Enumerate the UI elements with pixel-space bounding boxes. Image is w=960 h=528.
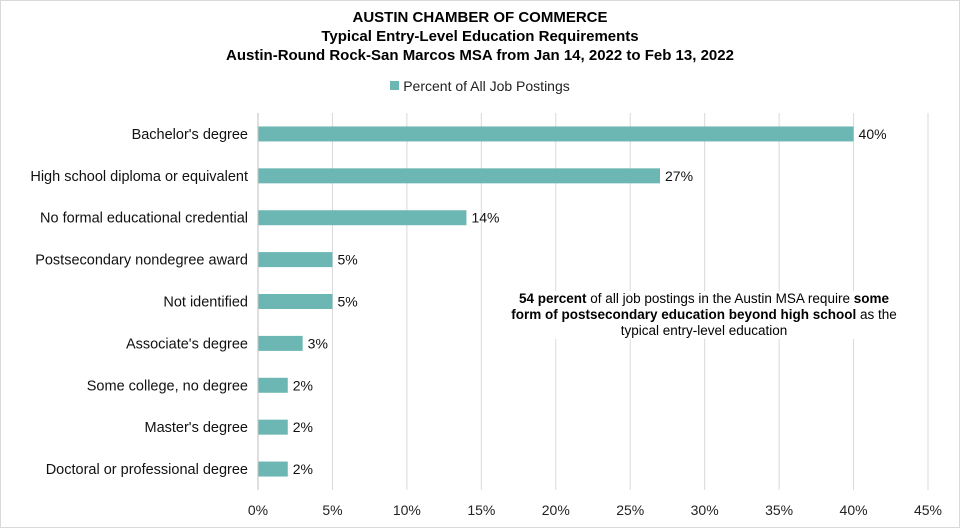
category-label: Master's degree (144, 420, 248, 436)
data-label: 5% (337, 252, 357, 268)
legend: Percent of All Job Postings (0, 78, 960, 94)
category-label: Bachelor's degree (132, 127, 248, 143)
bar (258, 377, 288, 393)
chart-title: AUSTIN CHAMBER OF COMMERCE (352, 9, 608, 26)
chart-subtitle: Typical Entry-Level Education Requiremen… (321, 28, 639, 45)
x-tick-label: 40% (840, 502, 868, 518)
category-label: Doctoral or professional degree (46, 462, 248, 478)
annotation-emphasis: 54 percent (519, 291, 587, 306)
x-tick-label: 45% (914, 502, 942, 518)
data-label: 5% (337, 294, 357, 310)
category-label: Not identified (163, 295, 248, 311)
data-label: 27% (665, 168, 693, 184)
annotation-emphasis: some form of postsecondary education bey… (511, 291, 889, 322)
data-label: 3% (308, 335, 328, 351)
legend-entry: Percent of All Job Postings (403, 78, 570, 94)
legend-swatch (390, 81, 400, 90)
data-label: 14% (471, 210, 499, 226)
category-label: Postsecondary nondegree award (35, 253, 248, 269)
annotation-note: 54 percent of all job postings in the Au… (508, 291, 900, 339)
annotation-text: of all job postings in the Austin MSA re… (586, 291, 854, 306)
bar (258, 126, 854, 142)
x-tick-label: 5% (322, 502, 342, 518)
x-tick-label: 15% (467, 502, 495, 518)
category-label: Associate's degree (126, 336, 248, 352)
x-tick-label: 20% (542, 502, 570, 518)
annotation-text: as the typical entry-level education (620, 307, 897, 338)
x-tick-label: 25% (616, 502, 644, 518)
bar (258, 168, 660, 184)
bar (258, 252, 333, 268)
category-label: Some college, no degree (87, 378, 248, 394)
category-label: No formal educational credential (40, 211, 248, 227)
data-label: 40% (859, 126, 887, 142)
data-label: 2% (293, 419, 313, 435)
chart-subtitle-period: Austin-Round Rock-San Marcos MSA from Ja… (226, 47, 734, 64)
bar (258, 419, 288, 435)
bar (258, 294, 333, 309)
x-tick-label: 35% (765, 502, 793, 518)
category-label: High school diploma or equivalent (30, 169, 248, 185)
bar (258, 461, 288, 477)
bar (258, 335, 303, 351)
bar (258, 210, 467, 226)
data-label: 2% (293, 377, 313, 393)
x-tick-label: 0% (248, 502, 268, 518)
x-tick-label: 10% (393, 502, 421, 518)
data-label: 2% (293, 461, 313, 477)
x-tick-label: 30% (691, 502, 719, 518)
